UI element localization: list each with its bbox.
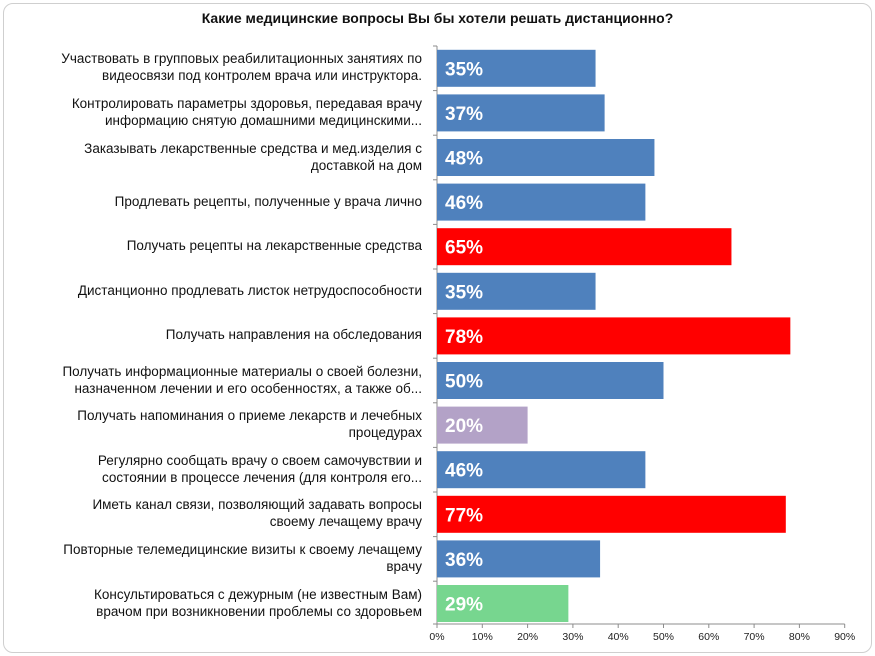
bar	[437, 49, 596, 87]
category-label: Повторные телемедицинские визиты к своем…	[6, 541, 422, 575]
x-tick-label: 20%	[517, 631, 538, 643]
bar	[437, 540, 601, 578]
x-tick-label: 30%	[562, 631, 583, 643]
bar-value-label: 46%	[445, 461, 483, 482]
bar-value-label: 20%	[445, 416, 483, 437]
x-tick-label: 10%	[472, 631, 493, 643]
category-label-line: процедурах	[348, 425, 422, 441]
category-label: Иметь канал связи, позволяющий задавать …	[6, 496, 422, 530]
bar	[437, 94, 605, 132]
category-label-line: врачом при возникновении проблемы со здо…	[96, 603, 422, 619]
x-tick-label: 0%	[429, 631, 444, 643]
category-label-line: врачу	[386, 558, 422, 574]
category-label-line: видеосвязи под контролем врача или инстр…	[102, 68, 422, 84]
category-label-line: Продлевать рецепты, полученные у врача л…	[114, 193, 422, 209]
category-label: Участвовать в групповых реабилитационных…	[6, 50, 422, 84]
bar	[437, 585, 569, 622]
category-label-line: Заказывать лекарственные средства и мед.…	[84, 140, 422, 156]
category-label-line: Регулярно сообщать врачу о своем самочув…	[97, 452, 422, 468]
category-label-line: Дистанционно продлевать листок нетрудосп…	[77, 282, 422, 298]
category-label-line: Иметь канал связи, позволяющий задавать …	[92, 497, 422, 513]
category-label-line: Получать направления на обследования	[165, 327, 422, 343]
bar	[437, 495, 786, 533]
bar	[437, 362, 664, 399]
category-label: Продлевать рецепты, полученные у врача л…	[6, 193, 422, 210]
bar	[437, 406, 528, 444]
category-label: Получать информационные материалы о свое…	[6, 363, 422, 397]
category-label-line: информацию снятую домашними медицинскими…	[104, 112, 422, 128]
category-label: Получать напоминания о приеме лекарств и…	[6, 407, 422, 441]
category-label-line: своему лечащему врачу	[269, 514, 422, 530]
x-tick-label: 80%	[789, 631, 810, 643]
bar-value-label: 65%	[445, 238, 483, 259]
x-tick-label: 60%	[698, 631, 719, 643]
category-label: Консультироваться с дежурным (не известн…	[6, 586, 422, 620]
bar-value-label: 46%	[445, 193, 483, 214]
x-tick-label: 70%	[744, 631, 765, 643]
bar	[437, 272, 596, 310]
category-label-line: Получать напоминания о приеме лекарств и…	[77, 408, 422, 424]
category-label-line: доставкой на дом	[310, 157, 422, 173]
bar-value-label: 36%	[445, 550, 483, 571]
chart-title: Какие медицинские вопросы Вы бы хотели р…	[201, 10, 674, 26]
bar-value-label: 29%	[445, 595, 483, 616]
bar-value-label: 48%	[445, 149, 483, 170]
category-label-line: Получать рецепты на лекарственные средст…	[126, 238, 422, 254]
category-label-line: состоянии в процессе лечения (для контро…	[102, 469, 422, 485]
category-label-line: Контролировать параметры здоровья, перед…	[71, 95, 422, 111]
x-tick-label: 40%	[608, 631, 629, 643]
bar-value-label: 78%	[445, 327, 483, 348]
x-tick-label: 50%	[653, 631, 674, 643]
bar	[437, 139, 655, 176]
bar-value-label: 35%	[445, 282, 483, 303]
category-label-line: назначенном лечении и его особенностях, …	[74, 380, 422, 396]
category-label: Регулярно сообщать врачу о своем самочув…	[6, 452, 422, 486]
category-label: Заказывать лекарственные средства и мед.…	[6, 140, 422, 174]
bar-value-label: 77%	[445, 505, 483, 526]
category-label: Контролировать параметры здоровья, перед…	[6, 95, 422, 129]
category-label-line: Консультироваться с дежурным (не известн…	[94, 586, 422, 602]
category-label-line: Получать информационные материалы о свое…	[62, 363, 422, 379]
category-label-line: Повторные телемедицинские визиты к своем…	[63, 541, 422, 557]
category-label: Получать направления на обследования	[6, 326, 422, 343]
bar	[437, 451, 646, 489]
category-label: Получать рецепты на лекарственные средст…	[6, 237, 422, 254]
bar-value-label: 35%	[445, 59, 483, 80]
bar	[437, 317, 791, 355]
bar	[437, 228, 732, 266]
category-label: Дистанционно продлевать листок нетрудосп…	[6, 282, 422, 299]
bar-value-label: 37%	[445, 104, 483, 125]
category-label-line: Участвовать в групповых реабилитационных…	[61, 51, 422, 67]
x-tick-label: 90%	[834, 631, 855, 643]
bar	[437, 183, 646, 221]
bar-value-label: 50%	[445, 372, 483, 393]
